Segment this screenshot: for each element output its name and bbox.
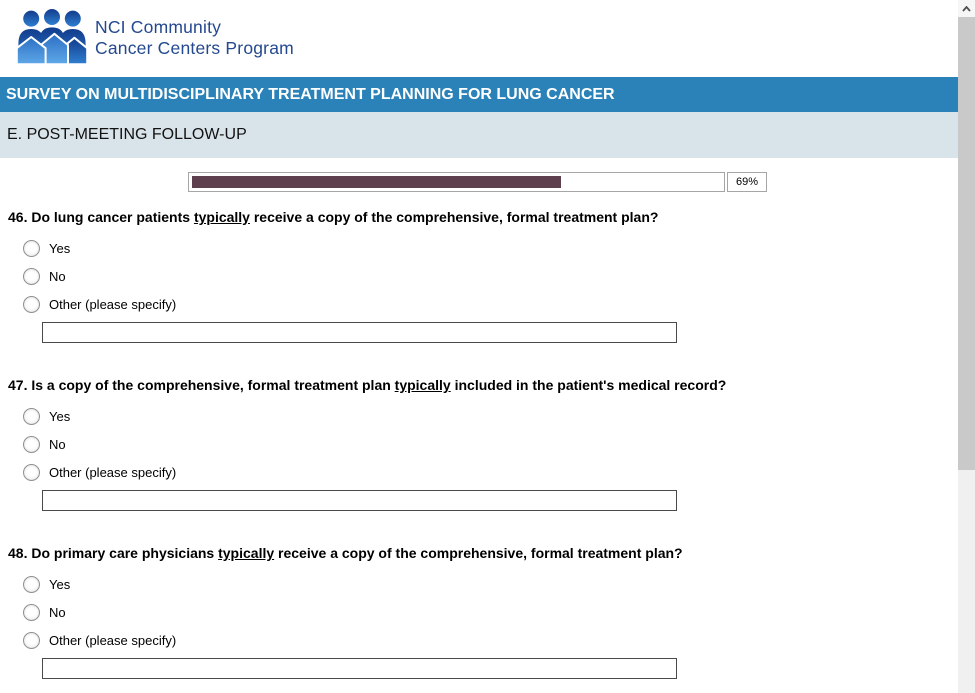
- question-46-text: 46. Do lung cancer patients typically re…: [8, 209, 658, 225]
- question-text-underlined: typically: [193, 209, 250, 225]
- vertical-scrollbar[interactable]: [958, 0, 975, 693]
- radio-label: Other (please specify): [49, 464, 177, 480]
- logo-text: NCI Community Cancer Centers Program: [95, 17, 294, 59]
- radio-button-icon[interactable]: [23, 575, 40, 593]
- radio-button-icon[interactable]: [23, 407, 40, 425]
- q46-option-other[interactable]: Other (please specify): [23, 295, 176, 313]
- q48-option-no[interactable]: No: [23, 603, 66, 621]
- radio-button-icon[interactable]: [23, 631, 40, 649]
- q46-option-no[interactable]: No: [23, 267, 66, 285]
- radio-button-icon[interactable]: [23, 435, 40, 453]
- question-text-before: 46. Do lung cancer patients: [8, 209, 194, 225]
- question-46-block: 46. Do lung cancer patients typically re…: [0, 209, 958, 349]
- progress-bar-track: [188, 172, 725, 192]
- radio-label: No: [49, 604, 66, 620]
- question-text-underlined: typically: [394, 377, 451, 393]
- radio-label: Yes: [49, 576, 71, 592]
- q47-other-specify-input[interactable]: [42, 490, 677, 511]
- question-text-before: 48. Do primary care physicians: [8, 545, 219, 561]
- q47-option-no[interactable]: No: [23, 435, 66, 453]
- logo-line2: Cancer Centers Program: [95, 38, 294, 58]
- section-header: E. POST-MEETING FOLLOW-UP: [0, 112, 958, 158]
- question-text-after: receive a copy of the comprehensive, for…: [274, 545, 683, 561]
- radio-button-icon[interactable]: [23, 295, 40, 313]
- scrollbar-thumb[interactable]: [958, 17, 975, 470]
- radio-label: Other (please specify): [49, 632, 177, 648]
- radio-label: Other (please specify): [49, 296, 177, 312]
- radio-button-icon[interactable]: [23, 239, 40, 257]
- q46-option-yes[interactable]: Yes: [23, 239, 70, 257]
- q47-option-yes[interactable]: Yes: [23, 407, 70, 425]
- q48-other-specify-input[interactable]: [42, 658, 677, 679]
- chevron-up-icon: [962, 5, 971, 12]
- ncccp-logo-icon: [15, 9, 89, 66]
- logo-line1: NCI Community: [95, 17, 222, 37]
- survey-title-bar: SURVEY ON MULTIDISCIPLINARY TREATMENT PL…: [0, 77, 958, 112]
- radio-label: Yes: [49, 408, 71, 424]
- radio-label: No: [49, 268, 66, 284]
- radio-button-icon[interactable]: [23, 463, 40, 481]
- scrollbar-up-button[interactable]: [958, 0, 975, 17]
- radio-label: Yes: [49, 240, 71, 256]
- radio-button-icon[interactable]: [23, 267, 40, 285]
- q48-option-other[interactable]: Other (please specify): [23, 631, 176, 649]
- q47-option-other[interactable]: Other (please specify): [23, 463, 176, 481]
- progress-percent-label: 69%: [727, 172, 767, 192]
- radio-label: No: [49, 436, 66, 452]
- q46-other-specify-input[interactable]: [42, 322, 677, 343]
- radio-button-icon[interactable]: [23, 603, 40, 621]
- question-48-block: 48. Do primary care physicians typically…: [0, 545, 958, 685]
- question-text-after: receive a copy of the comprehensive, for…: [249, 209, 659, 225]
- question-text-underlined: typically: [218, 545, 275, 561]
- question-47-block: 47. Is a copy of the comprehensive, form…: [0, 377, 958, 517]
- question-48-text: 48. Do primary care physicians typically…: [8, 545, 683, 561]
- progress-bar-fill: [192, 176, 562, 188]
- question-text-after: included in the patient's medical record…: [450, 377, 727, 393]
- q48-option-yes[interactable]: Yes: [23, 575, 70, 593]
- header: NCI Community Cancer Centers Program: [0, 0, 958, 77]
- question-47-text: 47. Is a copy of the comprehensive, form…: [8, 377, 726, 393]
- question-text-before: 47. Is a copy of the comprehensive, form…: [8, 377, 395, 393]
